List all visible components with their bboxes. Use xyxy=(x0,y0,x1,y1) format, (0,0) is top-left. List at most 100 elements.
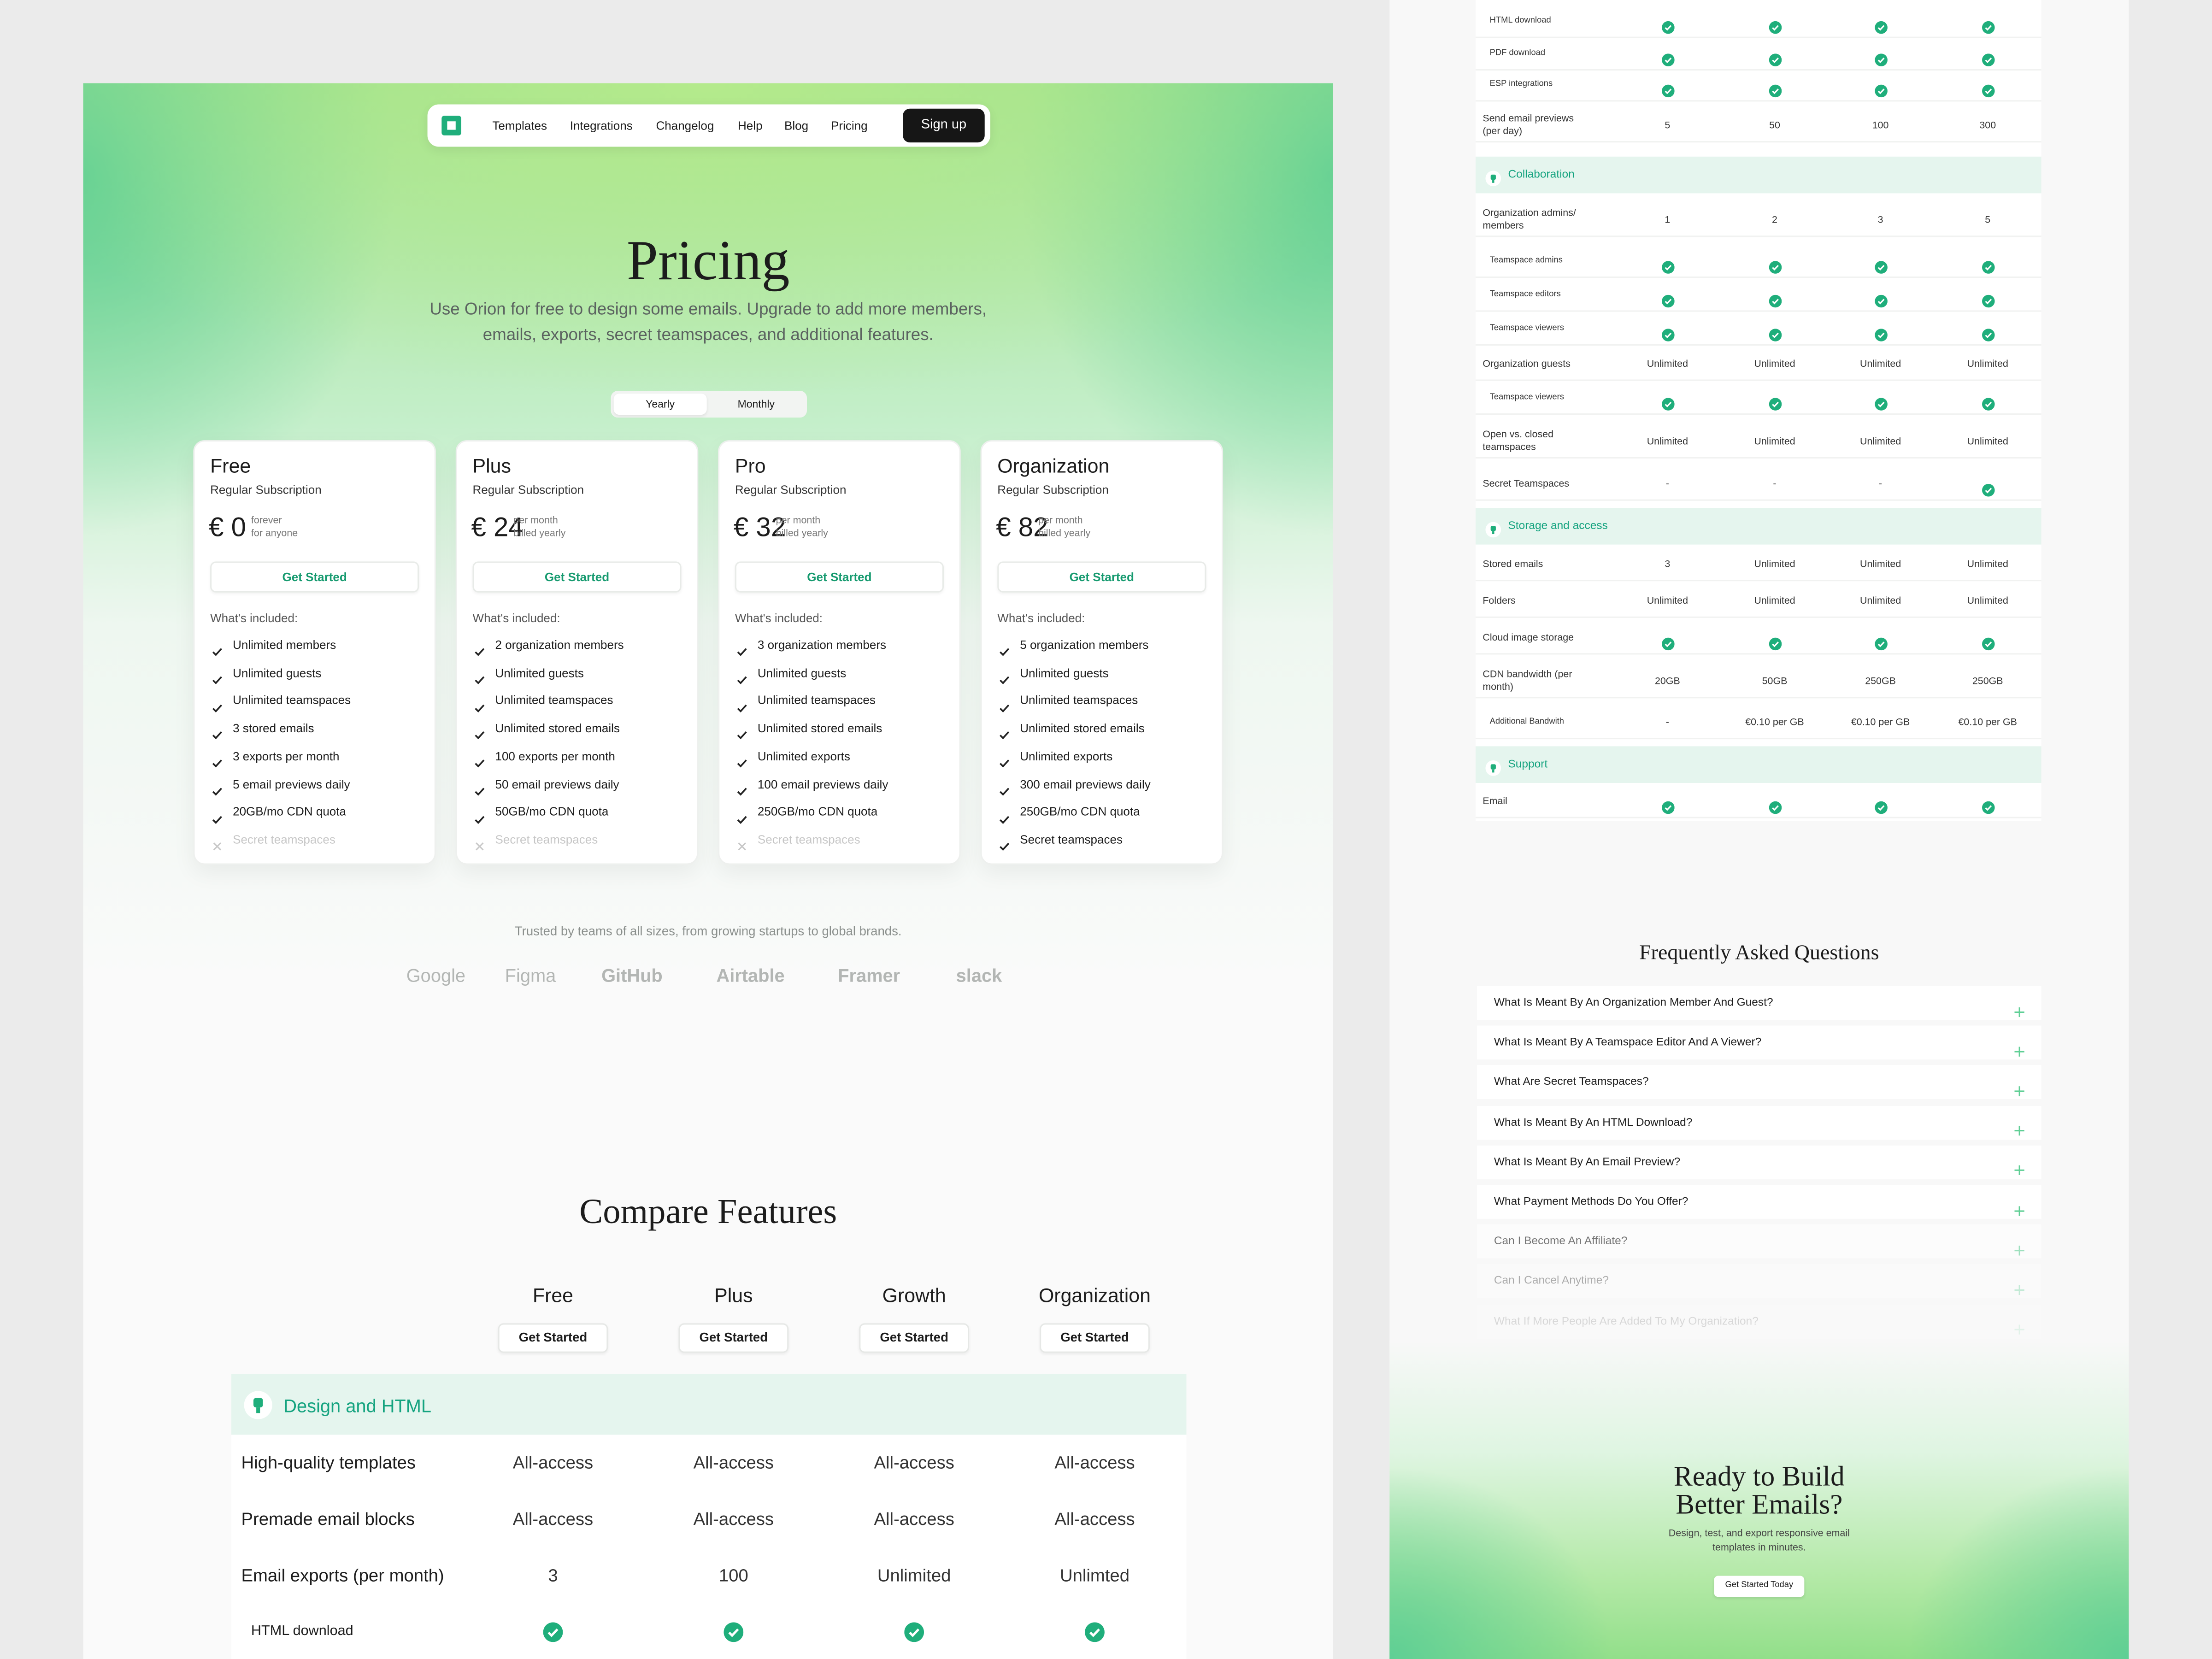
nav-link[interactable]: Pricing xyxy=(831,118,868,132)
table-cell: €0.10 per GB xyxy=(1851,717,1910,728)
table-cell: Unlimited xyxy=(877,1565,951,1586)
row-divider xyxy=(1476,344,2041,346)
section-title: Support xyxy=(1508,757,1548,771)
feature-check xyxy=(474,751,485,768)
check-icon xyxy=(1874,391,1887,410)
table-cell: 2 xyxy=(1772,215,1777,225)
table-cell: Unlimited xyxy=(1967,559,2008,570)
check-icon xyxy=(1874,795,1887,813)
row-label: High-quality templates xyxy=(241,1453,416,1473)
faq-question: What Are Secret Teamspaces? xyxy=(1494,1075,1649,1088)
faq-plus xyxy=(2013,1077,2024,1096)
nav-link[interactable]: Help xyxy=(738,118,763,132)
section-title: Storage and access xyxy=(1508,519,1608,532)
check-icon xyxy=(1874,631,1887,650)
feature-check xyxy=(212,639,223,656)
brand-logo: GitHub xyxy=(601,965,663,986)
table-bg xyxy=(1476,0,2041,821)
check-icon xyxy=(1661,288,1674,307)
table-cell: 50 xyxy=(1769,120,1780,131)
plan-card xyxy=(455,440,699,865)
row-divider xyxy=(1476,580,2041,582)
feature-check xyxy=(736,695,747,712)
section-header xyxy=(231,1374,1187,1435)
feature-text: Unlimited stored emails xyxy=(757,721,882,735)
get-started-button[interactable]: Get Started xyxy=(859,1323,970,1353)
cta-button[interactable]: Get Started Today xyxy=(1714,1576,1805,1597)
faq-item[interactable] xyxy=(1477,1065,2041,1100)
brand-logo: Figma xyxy=(505,965,556,986)
check-icon xyxy=(1085,1622,1105,1642)
faq-item[interactable] xyxy=(1477,1265,2041,1299)
feature-text: 5 email previews daily xyxy=(233,777,350,791)
faq-item[interactable] xyxy=(1477,1105,2041,1140)
check-icon xyxy=(1768,391,1781,410)
plan-price: € 0 xyxy=(209,513,246,543)
feature-text: Unlimited stored emails xyxy=(495,721,620,735)
faq-plus xyxy=(2013,1118,2024,1136)
check-icon xyxy=(543,1622,563,1642)
nav-link[interactable]: Integrations xyxy=(570,118,633,132)
get-started-button[interactable]: Get Started xyxy=(735,561,944,593)
check-icon xyxy=(1768,288,1781,307)
row-divider xyxy=(1476,817,2041,818)
faq-plus xyxy=(2013,1237,2024,1255)
feature-text: Unlimited teamspaces xyxy=(495,693,613,707)
plan-price: € 82 xyxy=(996,513,1048,543)
faq-item[interactable] xyxy=(1477,1026,2041,1060)
row-label: HTML download xyxy=(1489,16,1551,25)
check-icon xyxy=(1768,78,1781,97)
row-label: Email exports (per month) xyxy=(241,1565,444,1586)
get-started-button[interactable]: Get Started xyxy=(1040,1323,1150,1353)
feature-text: 100 email previews daily xyxy=(757,777,888,791)
faq-item[interactable] xyxy=(1477,1145,2041,1179)
get-started-button[interactable]: Get Started xyxy=(498,1323,608,1353)
get-started-button[interactable]: Get Started xyxy=(997,561,1206,593)
page-subtitle: Use Orion for free to design some emails… xyxy=(429,299,987,344)
faq-item[interactable] xyxy=(1477,1185,2041,1219)
row-divider xyxy=(1476,653,2041,655)
row-divider xyxy=(1476,379,2041,381)
signup-button[interactable]: Sign up xyxy=(903,108,985,143)
faq-item[interactable] xyxy=(1477,986,2041,1020)
row-label: PDF download xyxy=(1489,48,1546,57)
brand-logo: Google xyxy=(406,965,466,986)
feature-text: 50 email previews daily xyxy=(495,777,619,791)
cta-title: Ready to Build Better Emails? xyxy=(1673,1461,1845,1521)
plan-card xyxy=(193,440,436,865)
toggle-monthly[interactable]: Monthly xyxy=(737,398,775,411)
feature-check xyxy=(999,639,1010,656)
feature-check xyxy=(999,778,1010,795)
table-cell: Unlimited xyxy=(1754,359,1795,369)
feature-check xyxy=(999,695,1010,712)
row-label: HTML download xyxy=(251,1624,353,1640)
row-divider xyxy=(1476,36,2041,38)
table-cell: Unlimited xyxy=(1754,559,1795,570)
faq-item[interactable] xyxy=(1477,1224,2041,1259)
get-started-button[interactable]: Get Started xyxy=(678,1323,789,1353)
nav-link[interactable]: Blog xyxy=(784,118,809,132)
feature-text: Unlimited guests xyxy=(233,665,322,679)
nav-link[interactable]: Changelog xyxy=(656,118,714,132)
table-cell: Unlimited xyxy=(1967,596,2008,606)
get-started-button[interactable]: Get Started xyxy=(472,561,682,593)
row-label: Organization admins/ members xyxy=(1483,209,1576,232)
brand-logo: Airtable xyxy=(716,965,785,986)
feature-check xyxy=(736,806,747,824)
toggle-yearly[interactable]: Yearly xyxy=(613,394,707,415)
nav-link[interactable]: Templates xyxy=(492,118,547,132)
logo[interactable] xyxy=(441,116,462,135)
feature-text: Secret teamspaces xyxy=(757,832,860,847)
get-started-button[interactable]: Get Started xyxy=(210,561,419,593)
row-divider xyxy=(1476,276,2041,278)
check-icon xyxy=(1661,255,1674,273)
faq-item[interactable] xyxy=(1477,1304,2041,1338)
plan-note: for anyone xyxy=(251,528,298,538)
feature-check xyxy=(474,639,485,656)
check-icon xyxy=(1661,47,1674,66)
row-label: CDN bandwidth (per month) xyxy=(1483,670,1572,693)
feature-text: Secret teamspaces xyxy=(495,832,598,847)
row-divider xyxy=(1476,310,2041,312)
cta-subtitle: Design, test, and export responsive emai… xyxy=(1668,1529,1850,1553)
feature-text: Unlimited exports xyxy=(1020,748,1113,763)
